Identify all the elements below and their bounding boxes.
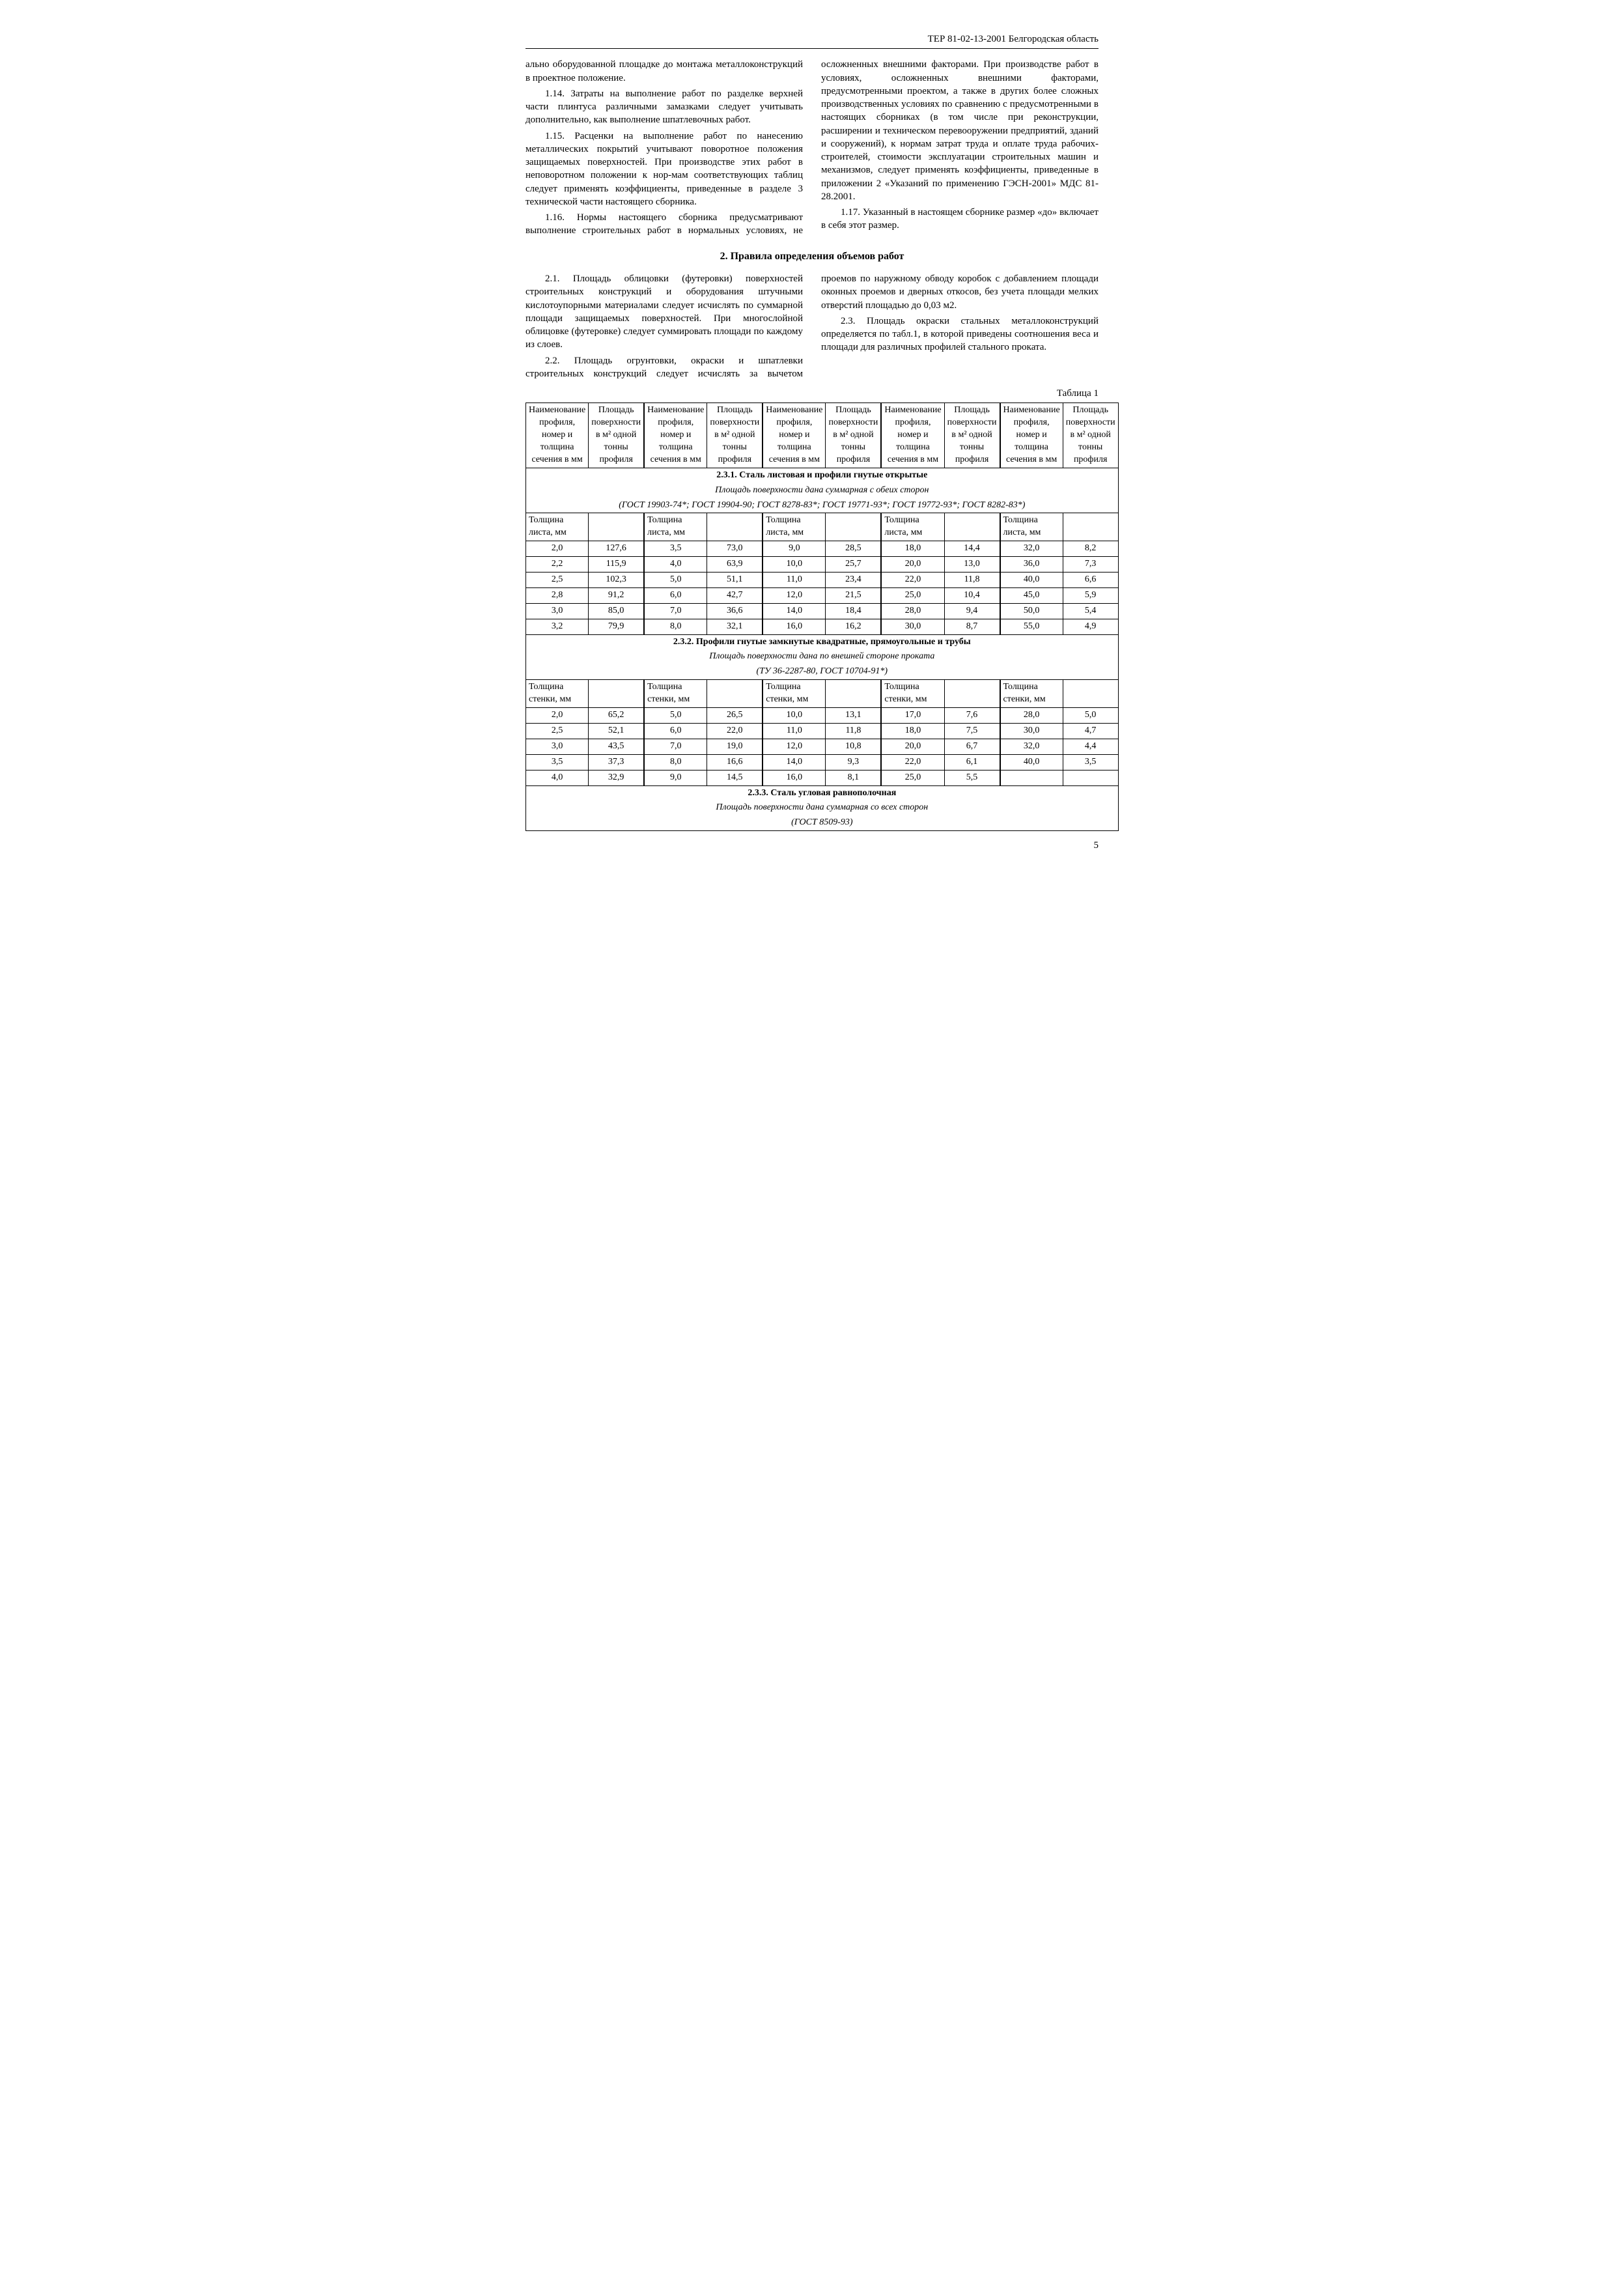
para-1-15: 1.15. Расценки на выполнение работ по на… xyxy=(525,130,803,209)
header-rule xyxy=(525,48,1099,49)
section-title: 2.3.3. Сталь угловая равнополочная xyxy=(748,788,896,798)
table-row: 2,065,2 5,026,5 10,013,1 17,07,6 28,05,0 xyxy=(526,708,1119,724)
table-row: 4,032,9 9,014,5 16,08,1 25,05,5 xyxy=(526,770,1119,785)
section-subtitle: Площадь поверхности дана суммарная с обе… xyxy=(715,485,929,495)
section-gost: (ГОСТ 8509-93) xyxy=(791,817,853,827)
table-row: 2,552,1 6,022,0 11,011,8 18,07,5 30,04,7 xyxy=(526,723,1119,739)
para-1-17: 1.17. Указанный в настоящем сборнике раз… xyxy=(821,206,1099,233)
para-2-3: 2.3. Площадь окраски стальных металлокон… xyxy=(821,315,1099,354)
text-block-2: 2.1. Площадь облицовки (футеровки) повер… xyxy=(525,272,1099,380)
page: ТЕР 81-02-13-2001 Белгородская область а… xyxy=(525,33,1099,852)
col-header-5: Наименование профиля, номер и толщина се… xyxy=(763,403,826,468)
page-number: 5 xyxy=(525,839,1099,852)
table-body: 2.3.1. Сталь листовая и профили гнутые о… xyxy=(526,468,1119,830)
section-gost: (ГОСТ 19903-74*; ГОСТ 19904-90; ГОСТ 827… xyxy=(619,500,1025,510)
table-subheader: Толщина листа, мм Толщина листа, мм Толщ… xyxy=(526,513,1119,541)
col-header-2: Площадь поверхности в м² одной тонны про… xyxy=(589,403,644,468)
table-row: 2,0127,6 3,573,0 9,028,5 18,014,4 32,08,… xyxy=(526,541,1119,557)
para-2-1: 2.1. Площадь облицовки (футеровки) повер… xyxy=(525,272,803,352)
table-row: 3,043,5 7,019,0 12,010,8 20,06,7 32,04,4 xyxy=(526,739,1119,754)
para-1-13-cont: ально оборудованной площадке до монтажа … xyxy=(525,58,803,85)
table-row: 2,891,2 6,042,7 12,021,5 25,010,4 45,05,… xyxy=(526,587,1119,603)
table-row: 2,2115,9 4,063,9 10,025,7 20,013,0 36,07… xyxy=(526,557,1119,572)
col-header-3: Наименование профиля, номер и толщина се… xyxy=(644,403,707,468)
table-1-label: Таблица 1 xyxy=(525,387,1099,400)
col-header-1: Наименование профиля, номер и толщина се… xyxy=(526,403,589,468)
page-header: ТЕР 81-02-13-2001 Белгородская область xyxy=(525,33,1099,46)
section-title: 2.3.1. Сталь листовая и профили гнутые о… xyxy=(716,470,927,480)
table-row: 3,279,9 8,032,1 16,016,2 30,08,7 55,04,9 xyxy=(526,619,1119,634)
table-row: 3,085,0 7,036,6 14,018,4 28,09,4 50,05,4 xyxy=(526,603,1119,619)
table-1: Наименование профиля, номер и толщина се… xyxy=(525,403,1119,831)
section-subtitle: Площадь поверхности дана суммарная со вс… xyxy=(716,802,928,812)
table-header-row: Наименование профиля, номер и толщина се… xyxy=(526,403,1119,468)
col-header-4: Площадь поверхности в м² одной тонны про… xyxy=(707,403,763,468)
col-header-8: Площадь поверхности в м² одной тонны про… xyxy=(944,403,1000,468)
col-header-6: Площадь поверхности в м² одной тонны про… xyxy=(826,403,881,468)
section-subtitle: Площадь поверхности дана по внешней стор… xyxy=(709,651,934,661)
para-1-14: 1.14. Затраты на выполнение работ по раз… xyxy=(525,87,803,127)
section-2-title: 2. Правила определения объемов работ xyxy=(525,249,1099,264)
section-title: 2.3.2. Профили гнутые замкнутые квадратн… xyxy=(673,637,971,647)
section-gost: (ТУ 36-2287-80, ГОСТ 10704-91*) xyxy=(757,666,888,676)
table-subheader: Толщина стенки, мм Толщина стенки, мм То… xyxy=(526,680,1119,708)
col-header-7: Наименование профиля, номер и толщина се… xyxy=(881,403,944,468)
text-block-1: ально оборудованной площадке до монтажа … xyxy=(525,58,1099,237)
table-row: 2,5102,3 5,051,1 11,023,4 22,011,8 40,06… xyxy=(526,572,1119,588)
col-header-9: Наименование профиля, номер и толщина се… xyxy=(1000,403,1063,468)
table-row: 3,537,3 8,016,6 14,09,3 22,06,1 40,03,5 xyxy=(526,754,1119,770)
col-header-10: Площадь поверхности в м² одной тонны про… xyxy=(1063,403,1118,468)
